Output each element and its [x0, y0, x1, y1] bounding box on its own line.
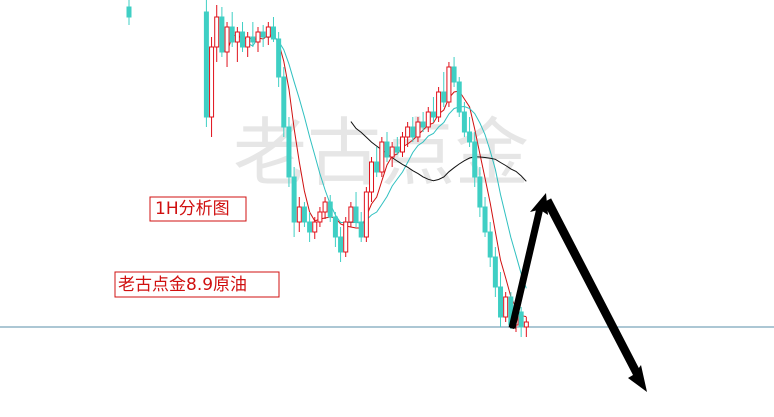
- candle-body: [487, 231, 493, 258]
- candle-body: [472, 141, 478, 178]
- candle-body: [296, 206, 302, 223]
- candle-body: [301, 206, 307, 223]
- arrow-down-shaft: [544, 198, 642, 376]
- candle-body: [317, 211, 323, 223]
- candle-body: [286, 126, 292, 178]
- candle-body: [410, 126, 416, 138]
- candle-body: [245, 36, 251, 48]
- candle-body: [348, 206, 354, 223]
- candle-body: [436, 91, 442, 118]
- candle-body: [420, 121, 426, 128]
- candle-body: [379, 141, 385, 173]
- annotation: 老古点金8.9原油: [118, 275, 247, 295]
- candle-body: [518, 311, 524, 328]
- candle-body: [441, 91, 447, 103]
- candle-body: [369, 161, 375, 193]
- annotation-box: [114, 271, 280, 298]
- candle-body: [224, 26, 230, 53]
- candle-body: [250, 36, 256, 43]
- candle-body: [307, 221, 313, 233]
- moving-average: [247, 35, 527, 289]
- candle-body: [415, 121, 421, 138]
- candle-body: [255, 31, 261, 43]
- candle-body: [451, 66, 457, 83]
- annotation-box: [149, 196, 247, 222]
- candle-body: [281, 76, 287, 128]
- arrow-up-shaft: [508, 207, 544, 329]
- candle-body: [503, 296, 509, 318]
- candle-body: [332, 216, 338, 238]
- candle-body: [126, 6, 132, 18]
- candle-body: [203, 11, 209, 118]
- candle-body: [363, 191, 369, 238]
- candle-body: [270, 26, 276, 40]
- candle-body: [276, 38, 282, 78]
- candle-body: [374, 161, 380, 173]
- candle-body: [492, 256, 498, 288]
- candle-body: [394, 146, 400, 153]
- candle-body: [446, 66, 452, 103]
- candle-body: [343, 221, 349, 253]
- candle-body: [399, 136, 405, 153]
- candle-body: [498, 286, 504, 318]
- candle-body: [265, 26, 271, 38]
- candle-body: [461, 111, 467, 133]
- candle-body: [353, 206, 359, 223]
- candle-body: [384, 141, 390, 158]
- candle-body: [430, 111, 436, 118]
- candle-body: [322, 201, 328, 213]
- candle-body: [234, 31, 240, 43]
- candle-body: [358, 221, 364, 238]
- candle-body: [467, 131, 473, 143]
- candle-body: [312, 221, 318, 233]
- candle-body: [240, 31, 246, 48]
- candle-body: [327, 201, 333, 218]
- candle-body: [219, 16, 225, 53]
- candle-body: [456, 81, 462, 113]
- candle-body: [389, 146, 395, 158]
- candle-body: [425, 111, 431, 128]
- candle-body: [214, 16, 220, 48]
- candle-body: [405, 126, 411, 138]
- candle-body: [482, 206, 488, 233]
- candle-body: [477, 176, 483, 208]
- candle-body: [523, 321, 529, 328]
- candle-body: [229, 26, 235, 43]
- candle-body: [338, 236, 344, 253]
- candle-body: [291, 176, 297, 223]
- annotation: 1H分析图: [155, 199, 230, 219]
- candle-body: [209, 46, 215, 118]
- candle-body: [260, 31, 266, 38]
